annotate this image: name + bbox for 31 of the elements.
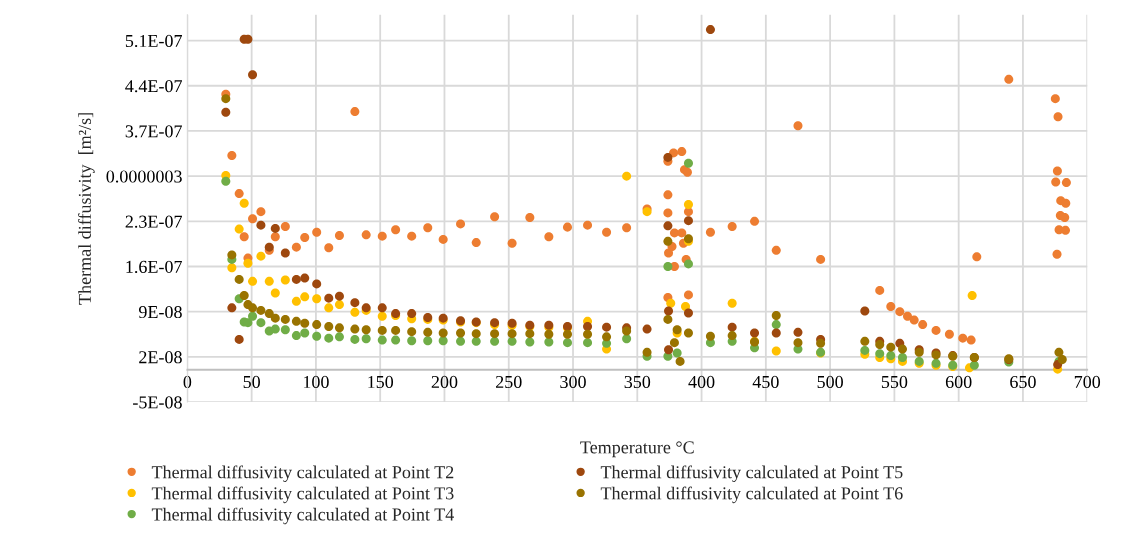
y-tick-label: -5E-08 — [133, 396, 182, 409]
x-tick-label: 300 — [560, 375, 586, 389]
x-tick-label: 0 — [183, 375, 192, 389]
legend-label: Thermal diffusivity calculated at Point T3 — [151, 486, 454, 504]
y-tick-label: 2E-08 — [139, 351, 182, 364]
x-tick-label: 700 — [1074, 375, 1101, 389]
y-tick-label: 2.3E-07 — [125, 215, 182, 228]
legend-label: Thermal diffusivity calculated at Point T4 — [151, 507, 454, 525]
legend-label: Thermal diffusivity calculated at Point T6 — [600, 486, 903, 504]
legend-label: Thermal diffusivity calculated at Point T2 — [151, 465, 454, 483]
x-axis-title: Temperature °C — [580, 441, 694, 458]
x-tick-label: 600 — [945, 375, 972, 389]
x-tick-label: 350 — [624, 375, 651, 389]
x-tick-label: 400 — [688, 375, 715, 389]
x-tick-label: 650 — [1010, 375, 1036, 389]
y-tick-label: 0.0000003 — [106, 170, 182, 183]
x-tick-label: 150 — [368, 375, 394, 389]
y-tick-label: 4.4E-07 — [125, 80, 182, 93]
x-tick-label: 50 — [243, 375, 260, 389]
y-tick-label: 1.6E-07 — [126, 260, 182, 274]
x-tick-label: 500 — [817, 375, 843, 389]
x-tick-label: 550 — [881, 375, 908, 389]
x-tick-label: 200 — [431, 375, 458, 389]
y-tick-label: 3.7E-07 — [125, 125, 182, 138]
x-tick-label: 250 — [496, 375, 522, 389]
x-tick-label: 100 — [303, 375, 329, 389]
y-tick-label: 9E-08 — [138, 305, 182, 319]
x-tick-label: 450 — [752, 375, 779, 389]
y-tick-label: 5.1E-07 — [125, 34, 182, 48]
legend-label: Thermal diffusivity calculated at Point T5 — [600, 465, 903, 483]
y-axis-title: Thermal diffusivity [m²/s] — [78, 113, 95, 305]
